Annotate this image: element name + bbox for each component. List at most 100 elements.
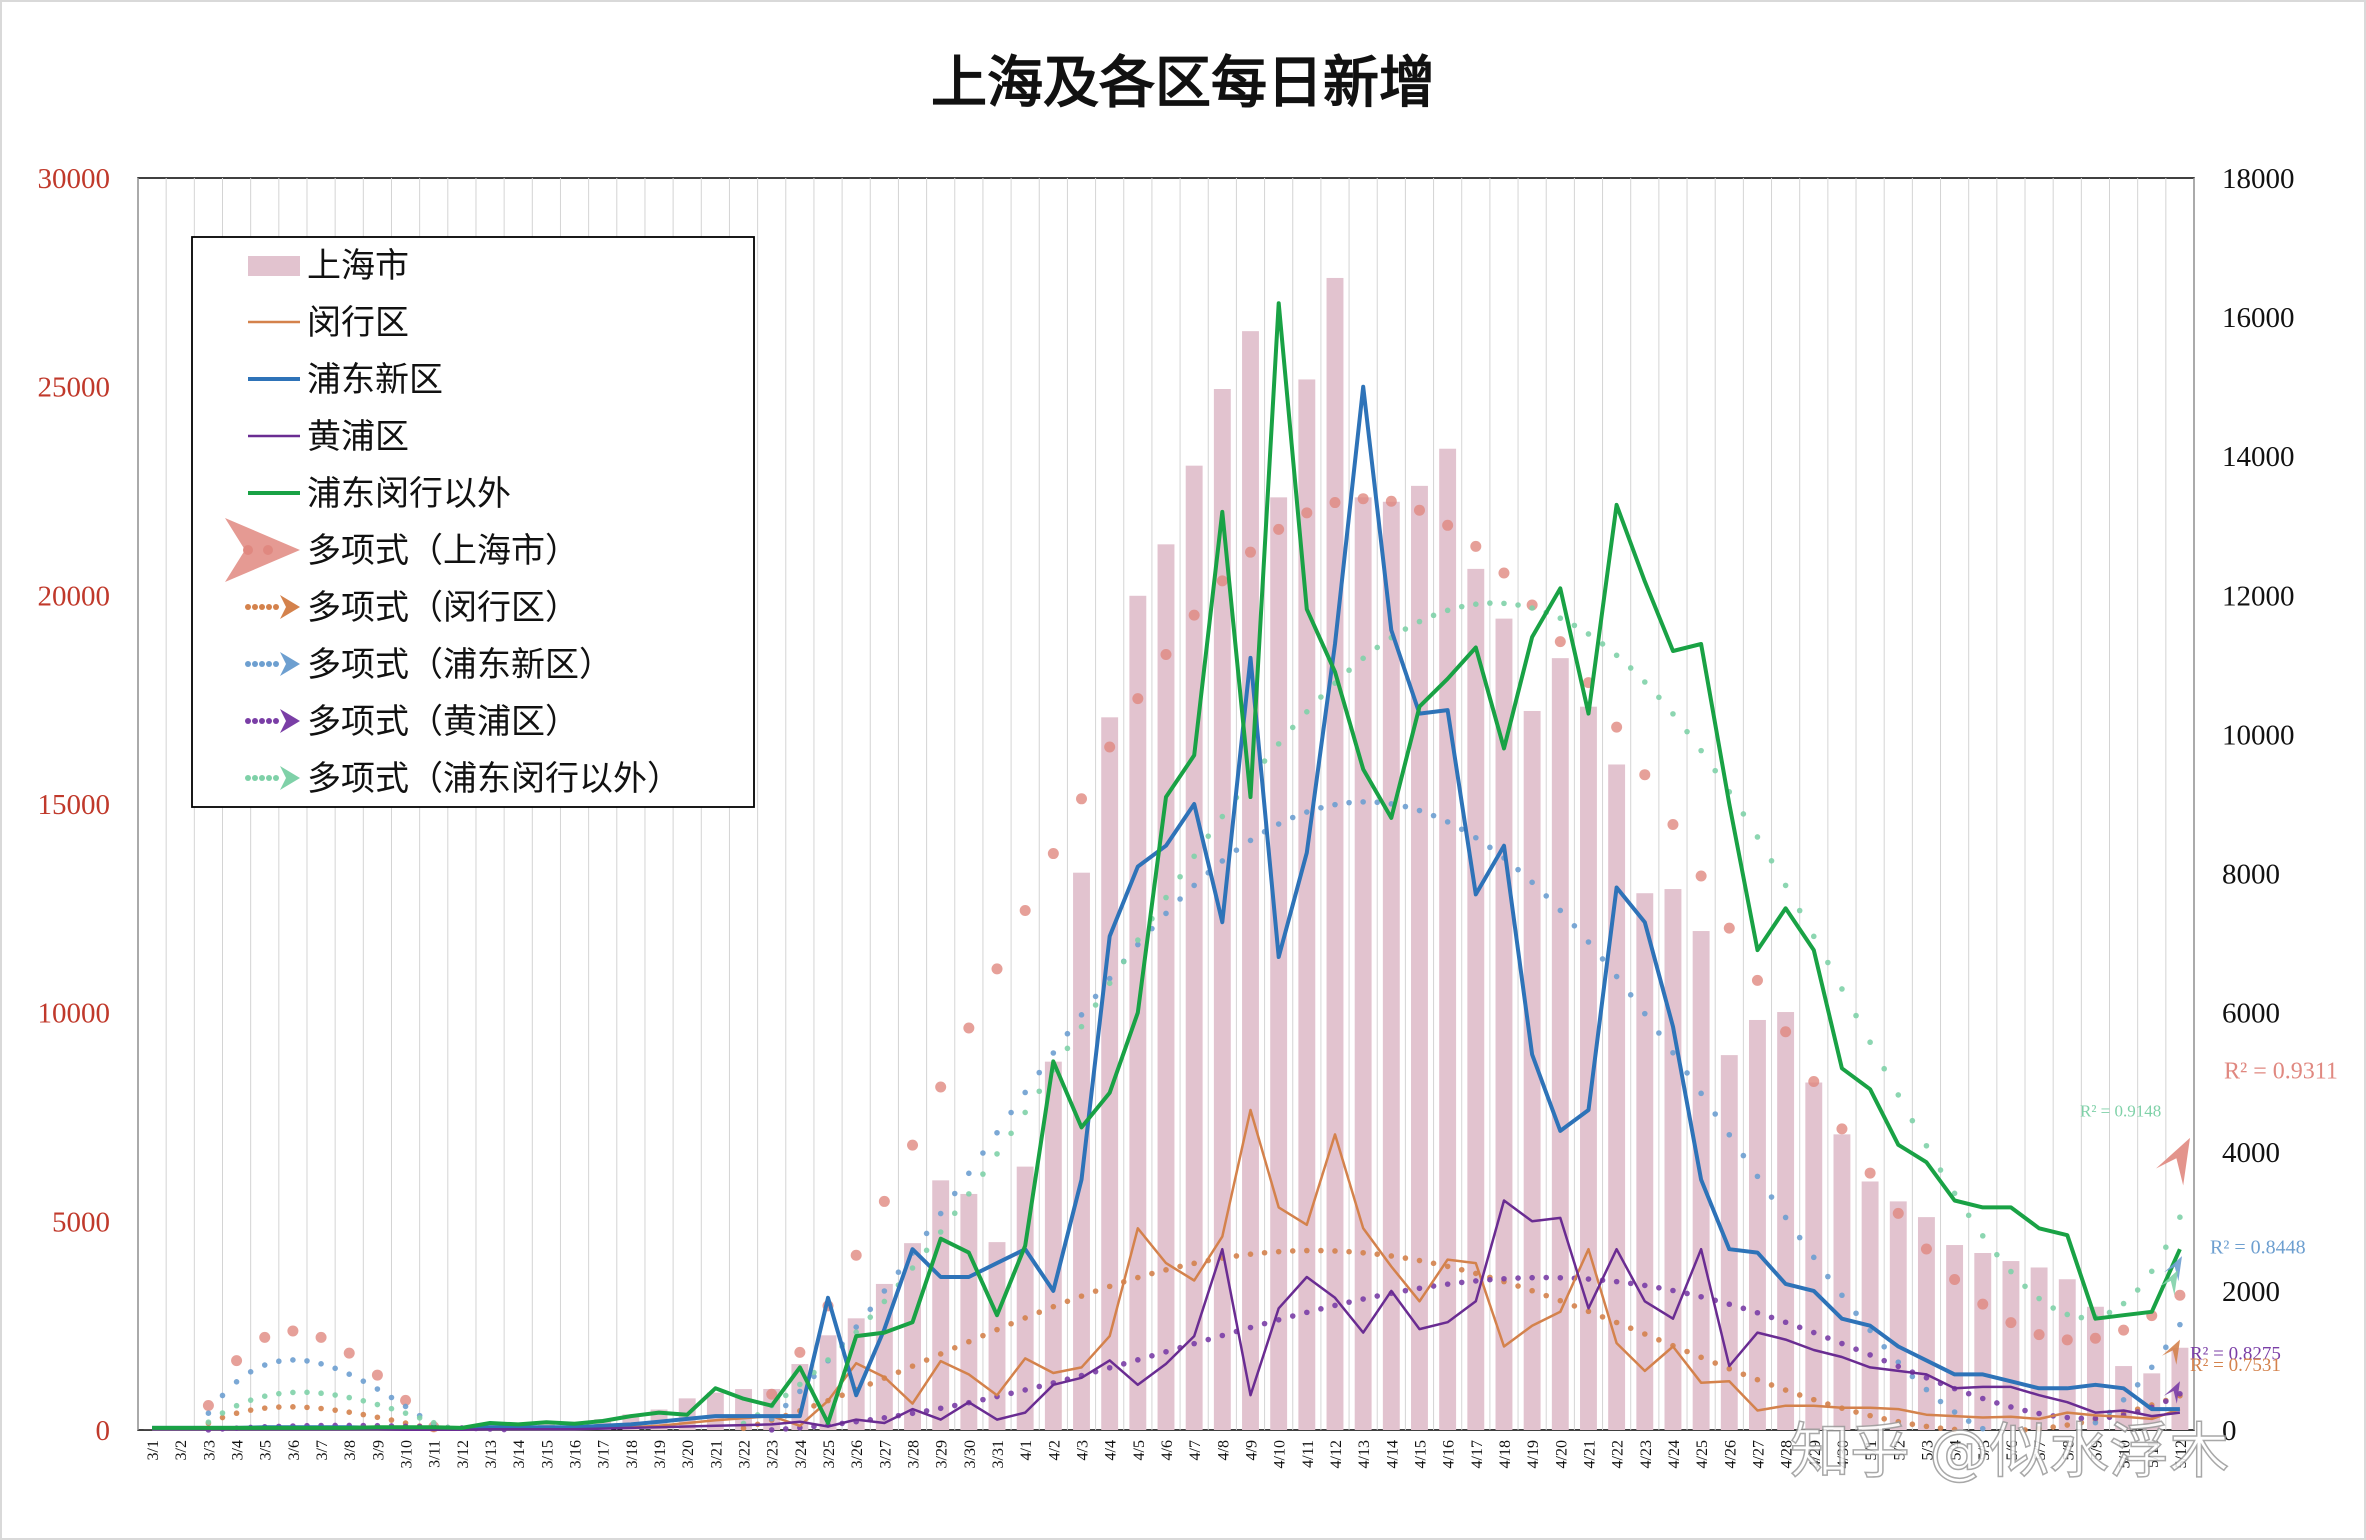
trend-others-dot <box>1219 813 1226 820</box>
x-tick-label: 3/1 <box>145 1440 162 1460</box>
trend-pudong-dot <box>276 1358 282 1365</box>
trend-others-dot <box>1994 1251 2000 1258</box>
legend-arrow <box>225 518 300 582</box>
x-tick-label: 3/12 <box>455 1440 472 1468</box>
trend-huangpu-dot <box>1895 1363 1902 1370</box>
trend-others-dot <box>1205 833 1212 839</box>
trend-minhang-dot <box>2078 1419 2085 1426</box>
trend-pudong-dot <box>1332 801 1338 808</box>
trend-others-dot <box>966 1191 972 1197</box>
x-tick-label: 3/21 <box>708 1440 725 1468</box>
bar-shanghai <box>1551 658 1569 1430</box>
trend-shanghai-dot <box>1301 507 1313 519</box>
trend-minhang-dot <box>1768 1382 1775 1388</box>
legend-dot <box>245 661 251 667</box>
trend-shanghai-dot <box>231 1355 243 1367</box>
trend-huangpu-dot <box>1754 1309 1761 1316</box>
bar-shanghai <box>904 1243 921 1430</box>
trend-pudong-dot <box>2148 1364 2155 1371</box>
trend-pudong-dot <box>1571 923 1578 929</box>
x-tick-label: 3/30 <box>962 1440 979 1468</box>
bar-shanghai <box>875 1283 893 1430</box>
trend-pudong-dot <box>1050 1050 1057 1056</box>
trend-huangpu-dot <box>1261 1320 1268 1327</box>
trend-others-dot <box>1008 1130 1014 1137</box>
legend-item-trend: 多项式（闵行区） <box>307 588 579 628</box>
trend-shanghai-dot <box>1639 769 1651 781</box>
trend-pudong-dot <box>1346 799 1352 806</box>
trend-pudong-dot <box>1022 1089 1028 1096</box>
trend-huangpu-dot <box>1501 1275 1507 1282</box>
bar-shanghai <box>1889 1201 1907 1430</box>
x-tick-label: 4/11 <box>1300 1440 1317 1468</box>
trend-huangpu-dot <box>1473 1278 1479 1284</box>
watermark: 知乎 @似水浮木 <box>1790 1417 2229 1487</box>
trend-others-dot <box>276 1390 282 1397</box>
trend-minhang-dot <box>1022 1315 1028 1321</box>
legend-dot <box>252 718 258 724</box>
x-tick-label: 4/26 <box>1722 1440 1739 1468</box>
legend-dot <box>273 661 279 667</box>
legend-dot <box>243 545 253 555</box>
legend-dot <box>252 604 258 610</box>
bar-shanghai <box>1974 1253 1992 1430</box>
trend-minhang-dot <box>1585 1308 1592 1315</box>
x-tick-label: 4/17 <box>1469 1440 1486 1468</box>
trend-shanghai-dot <box>1751 974 1763 986</box>
trend-minhang-dot <box>1008 1320 1014 1327</box>
trend-shanghai-dot <box>1949 1273 1961 1285</box>
x-tick-label: 3/9 <box>370 1440 387 1460</box>
trend-others-dot <box>2134 1287 2141 1293</box>
x-tick-label: 4/9 <box>1243 1440 1260 1460</box>
trend-huangpu-dot <box>2177 1390 2183 1397</box>
trend-others-dot <box>2022 1283 2028 1290</box>
trend-others-dot <box>1289 724 1296 731</box>
trend-huangpu-dot <box>1120 1361 1127 1367</box>
y-right-tick-label: 8000 <box>2222 859 2280 891</box>
trend-shanghai-dot <box>371 1369 383 1381</box>
trend-others-dot <box>1106 980 1113 987</box>
trend-shanghai-dot <box>2089 1332 2101 1344</box>
trend-others-dot <box>1191 853 1197 860</box>
bar-shanghai <box>1101 717 1119 1430</box>
trend-minhang-dot <box>951 1345 958 1351</box>
trend-shanghai-dot <box>2061 1334 2073 1346</box>
trend-others-dot <box>1120 958 1127 965</box>
trend-shanghai-dot <box>963 1022 975 1034</box>
trend-others-dot <box>247 1397 254 1403</box>
trend-pudong-dot <box>1839 1292 1845 1299</box>
trend-huangpu-dot <box>1740 1305 1747 1312</box>
x-tick-label: 5/2 <box>1891 1440 1908 1460</box>
trend-huangpu-dot <box>768 1427 775 1433</box>
trend-others-dot <box>1768 858 1775 864</box>
x-tick-label: 4/25 <box>1694 1440 1711 1468</box>
trend-huangpu-dot <box>1487 1276 1493 1283</box>
trend-others-dot <box>219 1410 226 1416</box>
trend-pudong-dot <box>881 1288 888 1294</box>
x-tick-label: 4/29 <box>1807 1440 1824 1468</box>
trend-minhang-dot <box>1641 1331 1648 1337</box>
trend-others-dot <box>2078 1314 2085 1321</box>
r2-label: R² = 0.9148 <box>2080 1101 2161 1120</box>
trend-huangpu-dot <box>1670 1287 1676 1294</box>
trend-huangpu-dot <box>1163 1348 1169 1355</box>
trend-huangpu-dot <box>2022 1407 2028 1414</box>
trend-minhang-dot <box>1318 1247 1324 1254</box>
trend-shanghai-dot <box>1019 905 1031 917</box>
y-right-tick-label: 12000 <box>2222 580 2295 612</box>
trend-minhang-dot <box>1304 1247 1310 1254</box>
bar-shanghai <box>1270 497 1288 1430</box>
trend-huangpu-dot <box>1768 1314 1775 1321</box>
trend-minhang-dot <box>1895 1418 1902 1425</box>
trend-pudong-dot <box>1191 882 1197 889</box>
trend-huangpu-dot <box>1219 1332 1226 1339</box>
trend-pudong-dot <box>782 1402 789 1409</box>
trend-pudong-dot <box>1008 1109 1014 1116</box>
x-tick-label: 3/23 <box>765 1440 782 1468</box>
bar-shanghai <box>1382 501 1400 1430</box>
trend-shanghai-dot <box>2005 1317 2017 1329</box>
trend-others-dot <box>1796 907 1803 914</box>
trend-others-dot <box>881 1298 888 1305</box>
trend-shanghai-dot <box>1273 523 1285 535</box>
trend-minhang-dot <box>1881 1416 1887 1422</box>
